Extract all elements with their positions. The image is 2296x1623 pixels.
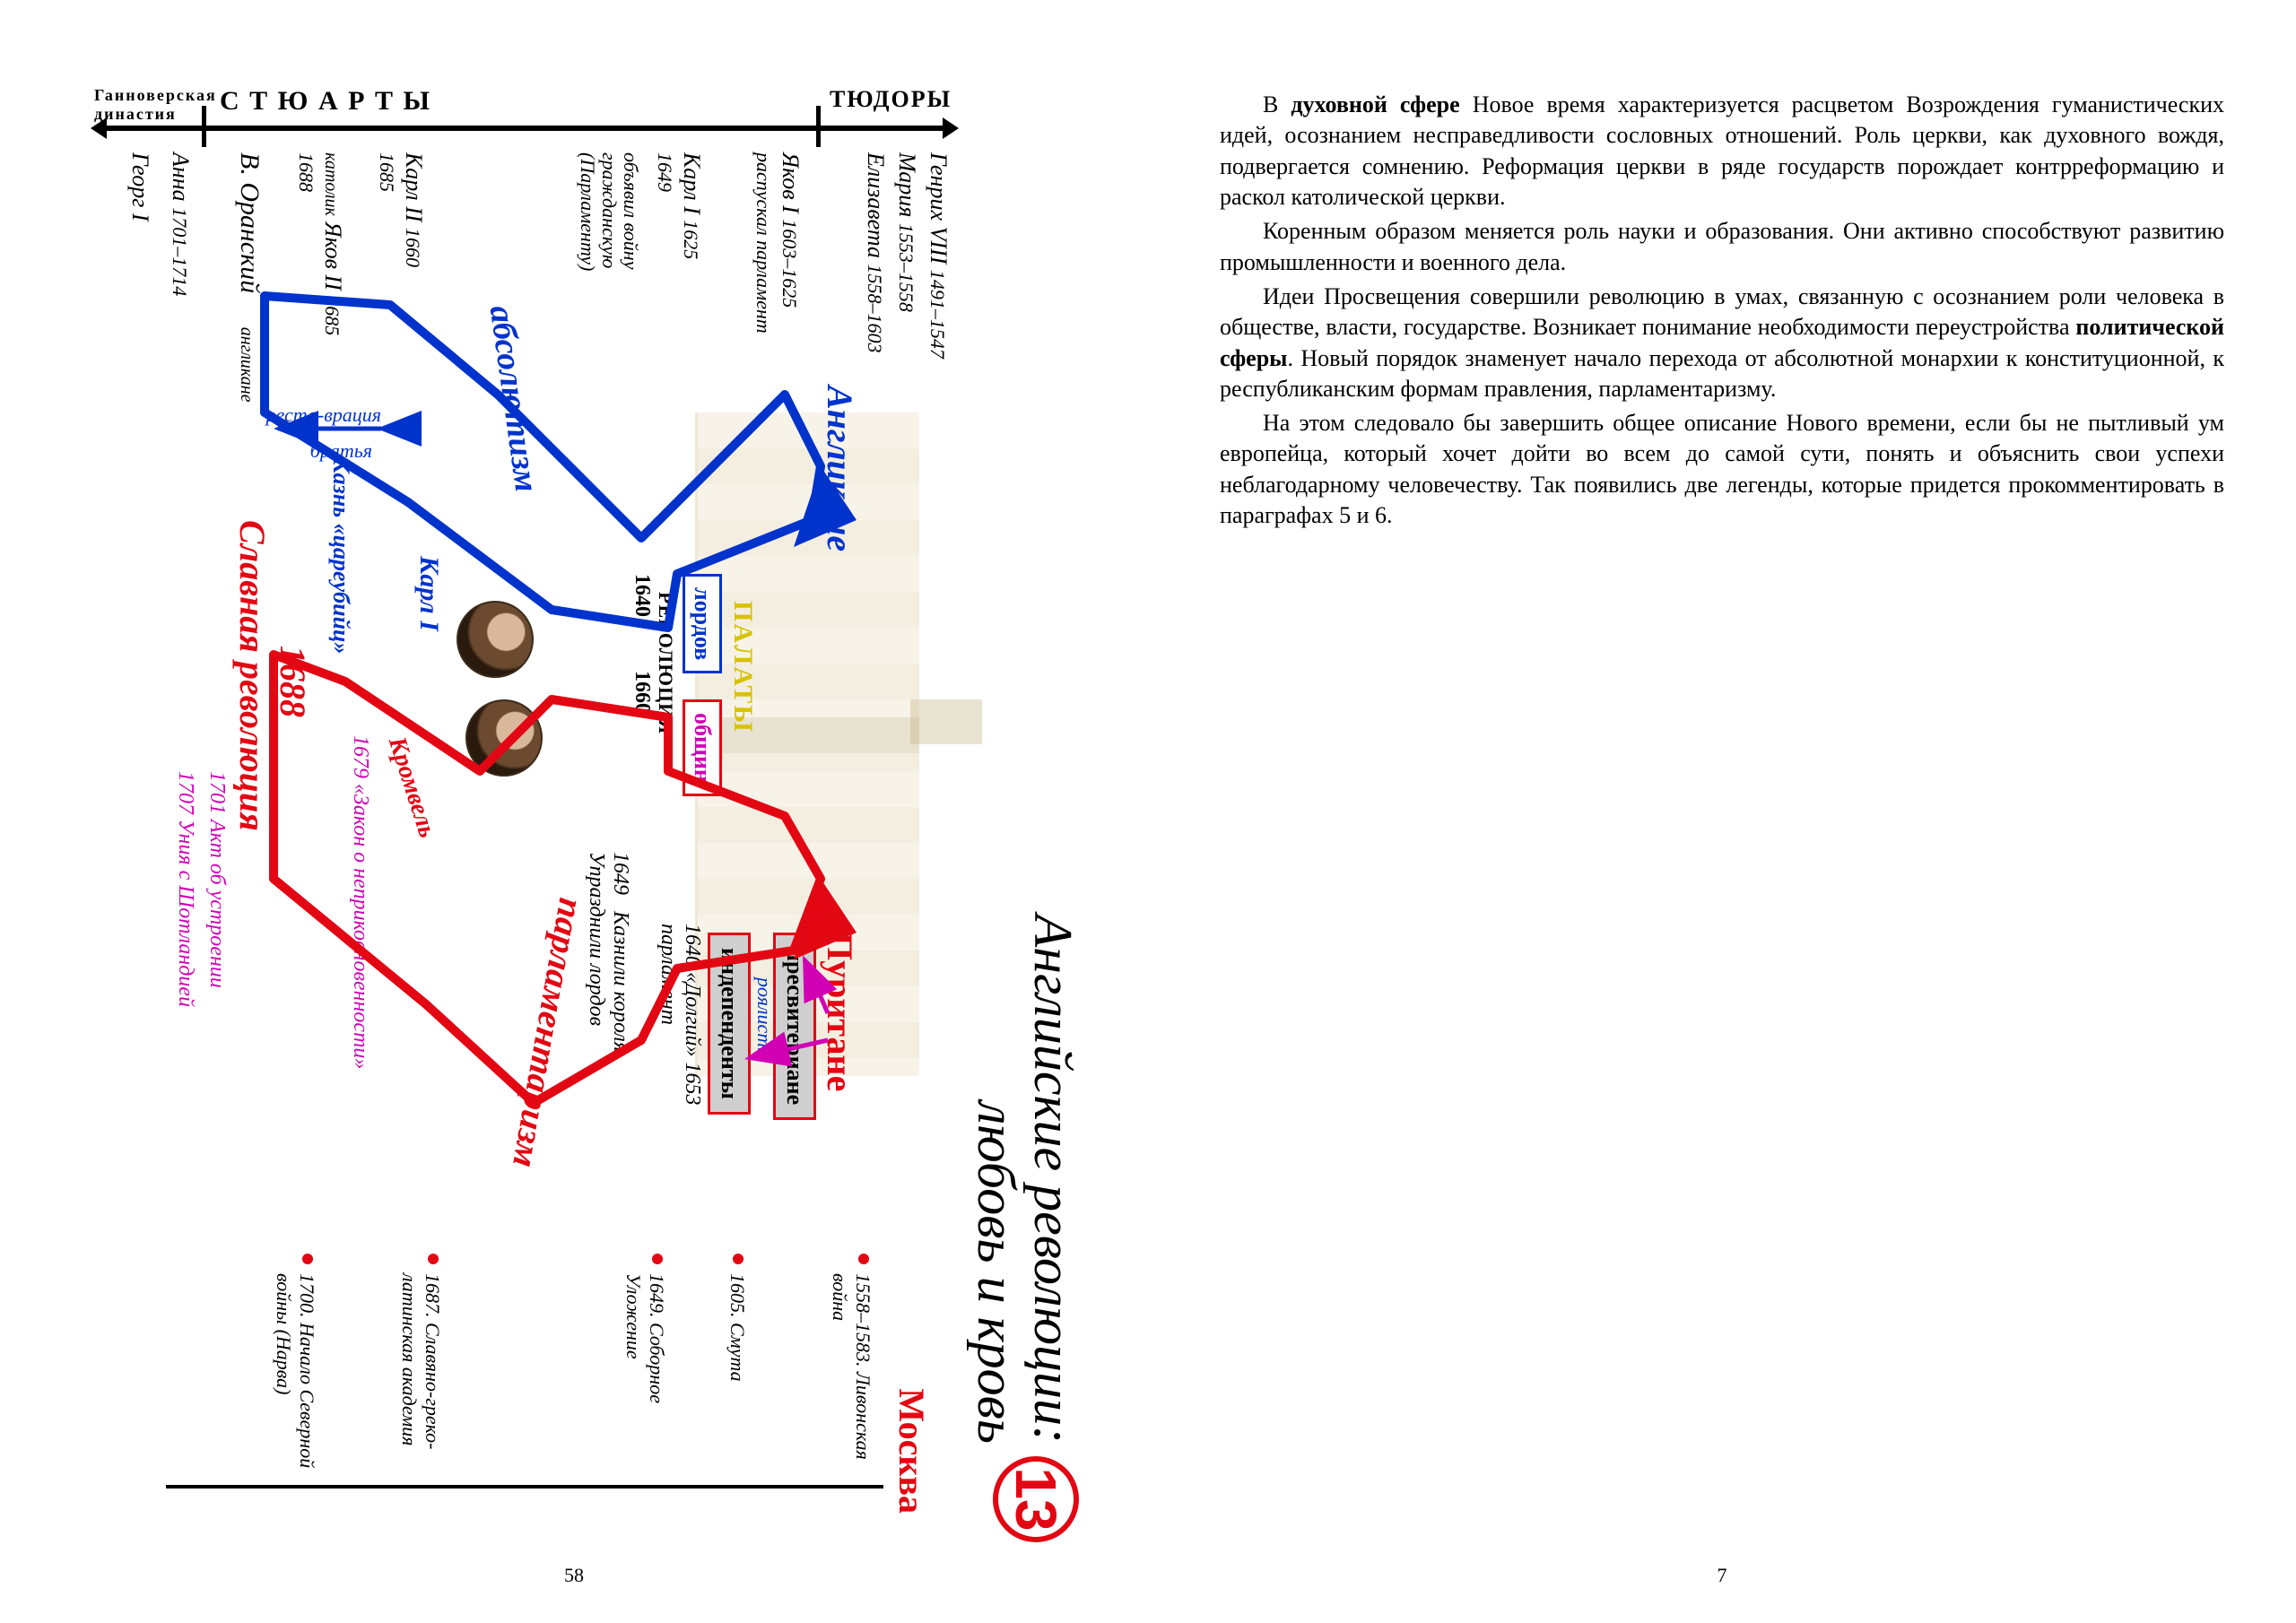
revolution-label: РЕВОЛЮЦИЯ (654, 592, 677, 734)
paragraph: Коренным образом меняется роль науки и о… (1220, 216, 2224, 278)
moscow-event: 1605. Смута (726, 1273, 749, 1471)
event-union: 1707 Уния с Шотландией (173, 771, 197, 1007)
monarch: католик Яков II 1685 1688 (294, 152, 345, 335)
diagram: Английские революции: любовь и кровь 13 … (58, 72, 1090, 1551)
moscow-event: 1558–1583. Ливонская война (828, 1273, 874, 1471)
chapter-badge: 13 (993, 1456, 1079, 1542)
dynasty-tudors: ТЮДОРЫ (830, 86, 946, 113)
page-number-left: 58 (564, 1564, 584, 1587)
charles-i-label: Карл I (413, 556, 444, 631)
moscow-axis (166, 1485, 883, 1488)
dynasty-stuarts: С Т Ю А Р Т Ы (220, 86, 794, 117)
absolutism-label: абсолютизм (482, 303, 547, 494)
revolution-years: 1640 1660 (630, 574, 654, 714)
independents-box: индепенденты (708, 933, 751, 1115)
monarch: Георг I (126, 152, 152, 221)
right-page: В духовной сфере Новое время характеризу… (1148, 0, 2296, 1623)
cromwell-label: Кромвель (382, 733, 441, 841)
glorious-year: 1688 (272, 646, 314, 717)
dynasty-hanover: Ганноверская династия (94, 86, 193, 124)
brothers-label: братья (310, 439, 372, 463)
glorious-label: Славная революция (231, 520, 274, 831)
paragraph: В духовной сфере Новое время характеризу… (1220, 90, 2224, 213)
execution-label: Казнь «цареубийц» (327, 457, 354, 655)
axis-tick (816, 106, 821, 147)
monarch-note: объявил войну гражданскую (Парламенту) (576, 152, 641, 359)
event-regicide: 1649 1649 Казнили короля Упразднили лорд… (584, 852, 632, 1139)
paragraph: На этом следовало бы завершить общее опи… (1220, 408, 2224, 531)
puritans-heading: Пуритане (819, 933, 861, 1091)
page-title: Английские революции: любовь и кровь (968, 915, 1081, 1444)
axis-tick (202, 106, 206, 147)
monarch: Яков I 1603–1625 распускал парламент (752, 152, 803, 334)
restoration-label: реста-врация (266, 404, 382, 427)
royalists-label: роялисты (752, 977, 776, 1061)
monarch: Анна 1701–1714 (167, 152, 193, 296)
lords-box: лордов (683, 574, 722, 673)
portrait-cromwell (465, 699, 543, 777)
monarch: Генрих VIII 1491–1547 (925, 152, 951, 359)
event-long-parliament: 1640 «Долгий» 1653 парламент (656, 924, 704, 1175)
parliamentarism-label: парламентаризм (504, 895, 593, 1171)
page-number-right: 7 (1718, 1564, 1727, 1587)
presbyterians-box: пресвитериане (773, 933, 816, 1120)
anglicans-heading: Англикане (819, 386, 861, 551)
chambers-label: ПАЛАТЫ (727, 601, 758, 733)
monarch: Елизавета 1558–1603 (862, 152, 888, 352)
paragraph: Идеи Просвещения совершили революцию в у… (1220, 282, 2224, 404)
monarch: Карл I 1625 1649 (653, 152, 704, 259)
moscow-event: 1687. Славяно-греко-латинская академия (397, 1273, 444, 1471)
monarch: Мария 1553–1558 (893, 152, 919, 312)
monarch: Карл II 1660 1685 (375, 152, 426, 267)
event-settlement: 1701 Акт об устроении (204, 771, 229, 988)
big-ben (910, 699, 982, 744)
moscow-event: 1700. Начало Северной войны (Нарва) (272, 1273, 318, 1471)
moscow-heading: Москва (891, 1388, 933, 1514)
portrait-charles-i (457, 601, 534, 678)
left-page: Английские революции: любовь и кровь 13 … (0, 0, 1148, 1623)
moscow-event: 1649. Соборное Уложение (622, 1273, 668, 1471)
monarch: В. Оранский англикане (235, 152, 265, 403)
commons-box: общин (683, 699, 722, 796)
event-habeas: 1679 «Закон о неприкосновенности» (348, 735, 372, 1069)
body-text: В духовной сфере Новое время характеризу… (1220, 90, 2224, 531)
